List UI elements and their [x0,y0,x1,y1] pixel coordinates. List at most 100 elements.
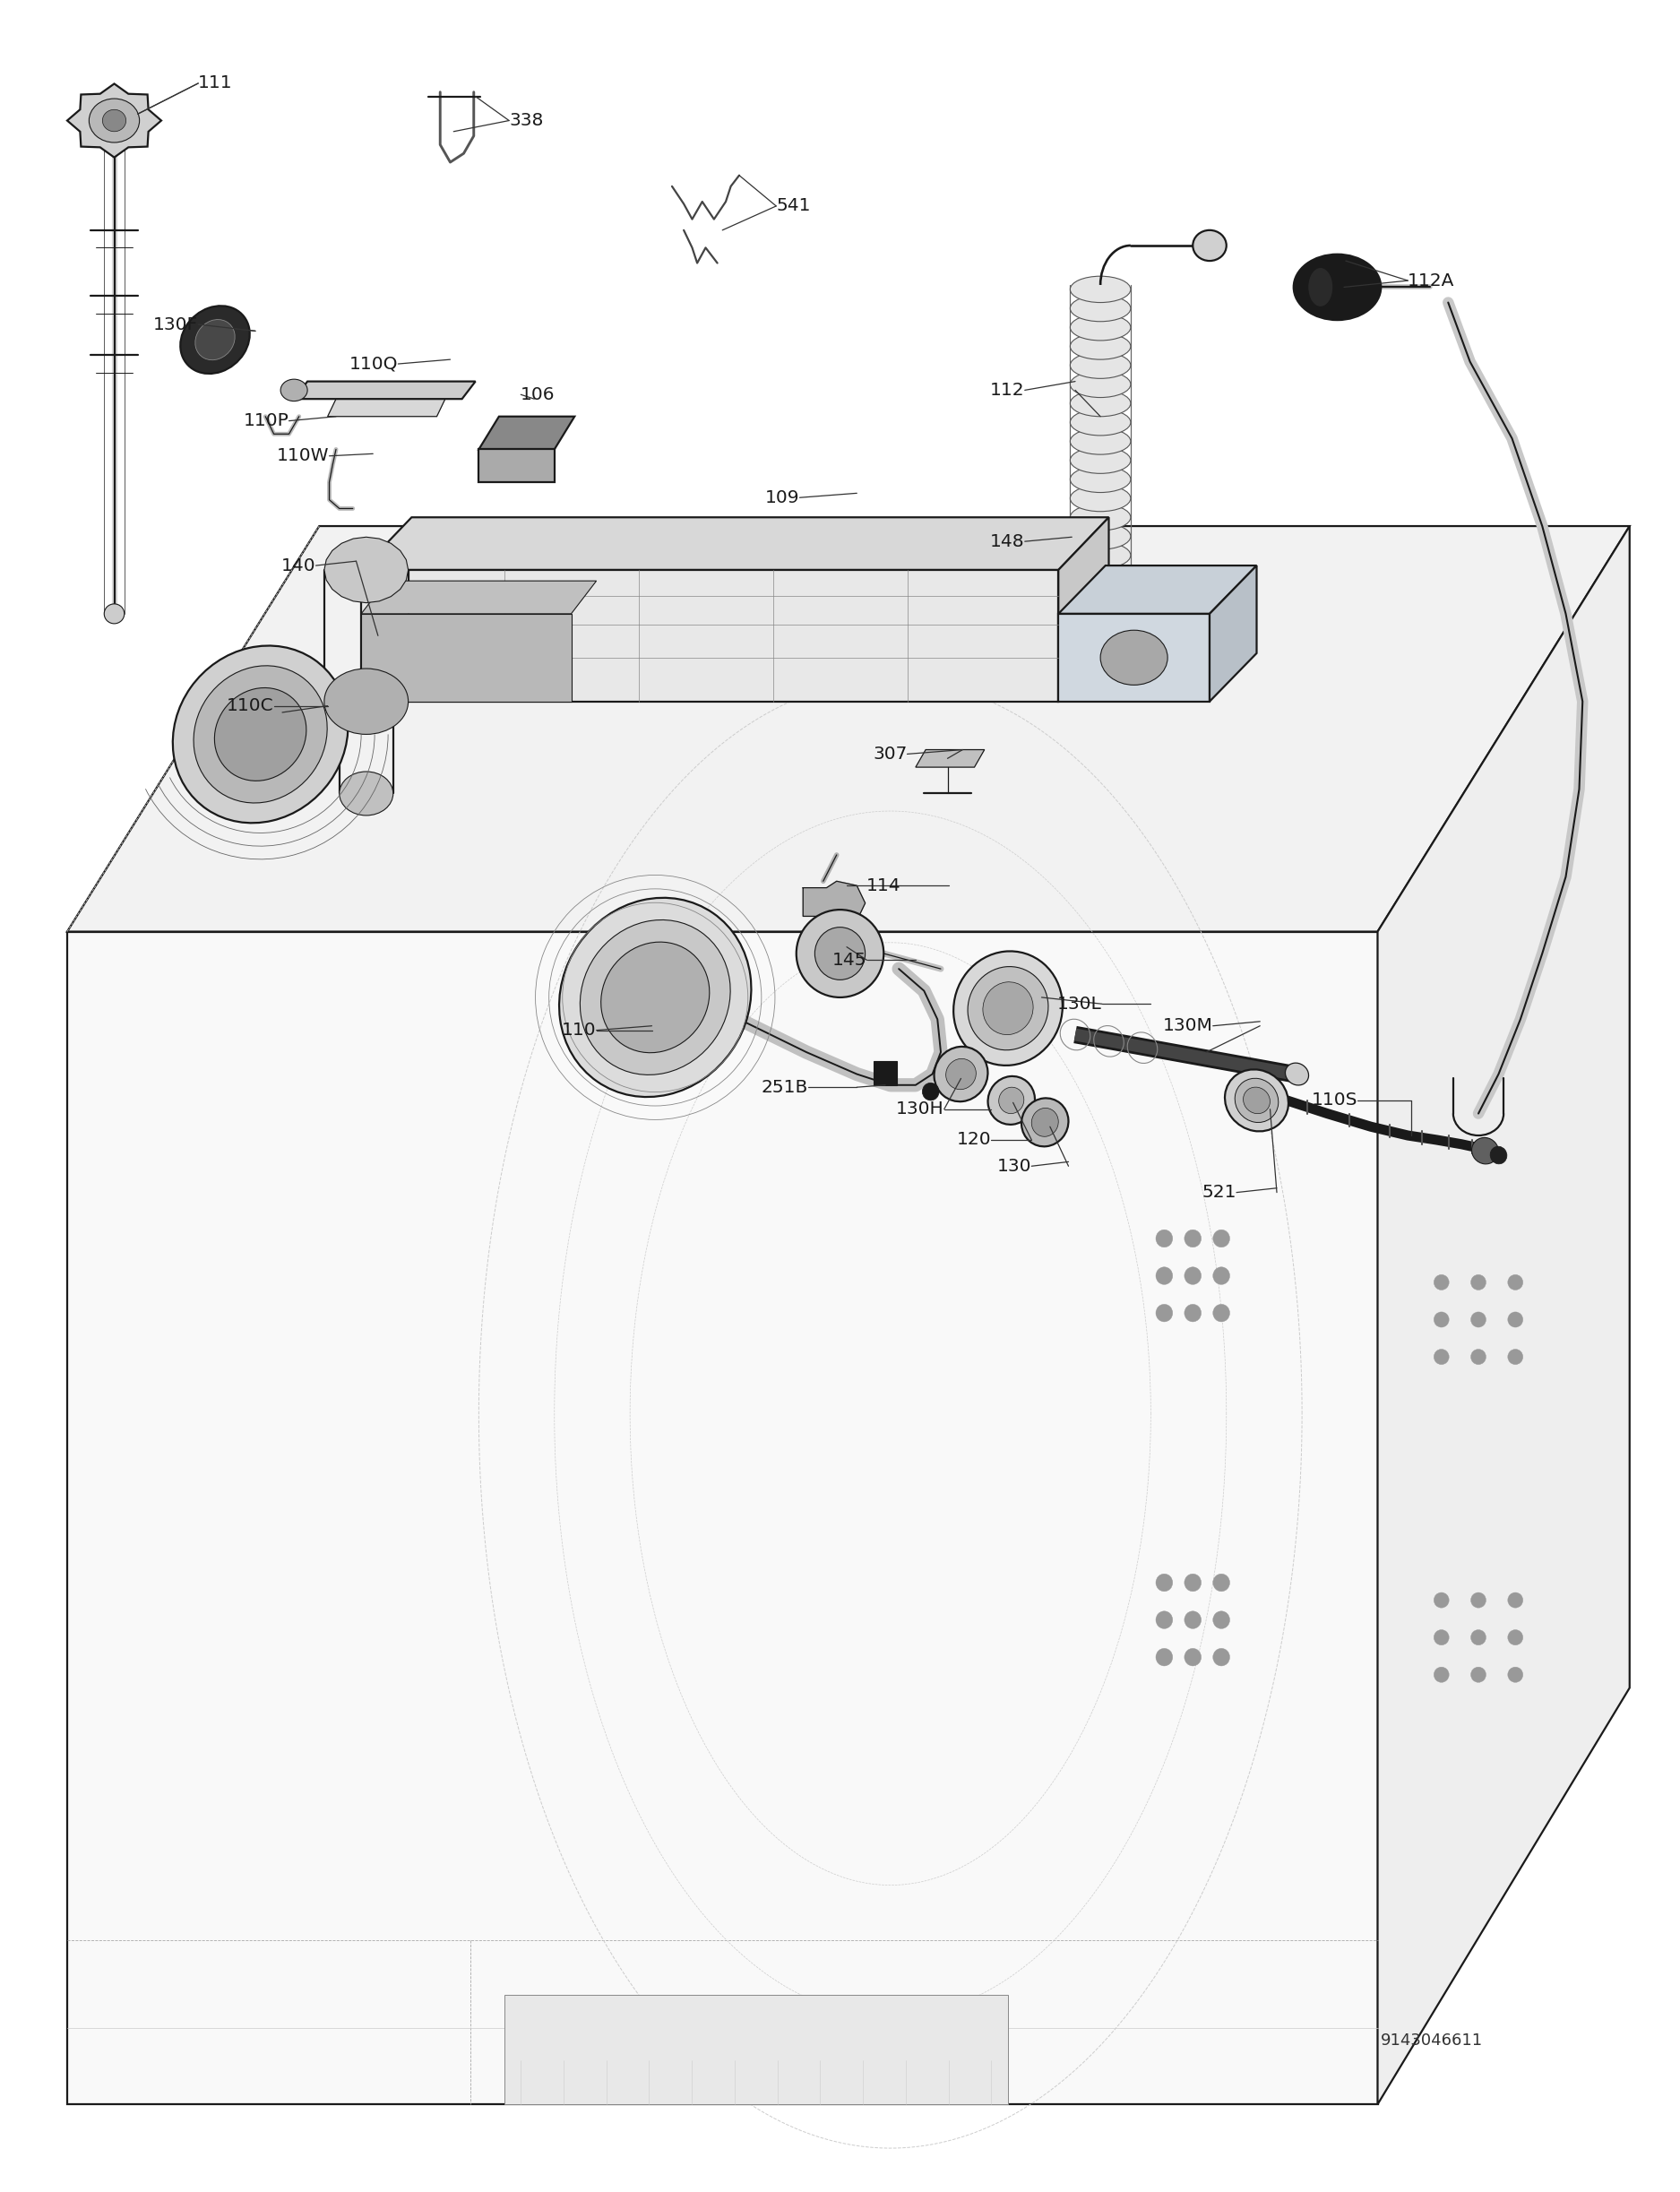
Ellipse shape [1472,1348,1487,1363]
Polygon shape [361,614,571,701]
Ellipse shape [1184,1267,1201,1285]
Ellipse shape [1070,296,1131,322]
Polygon shape [361,570,1058,701]
Ellipse shape [922,1083,939,1100]
Ellipse shape [1490,1146,1507,1164]
Ellipse shape [1184,1648,1201,1666]
Ellipse shape [1309,267,1334,307]
Ellipse shape [339,772,393,815]
Text: 111: 111 [198,75,234,92]
Ellipse shape [1156,1648,1173,1666]
Polygon shape [361,581,596,614]
Ellipse shape [89,99,139,142]
Polygon shape [67,526,1630,932]
Polygon shape [1378,526,1630,2104]
Ellipse shape [1070,467,1131,493]
Ellipse shape [1285,1063,1309,1085]
Ellipse shape [1435,1348,1448,1363]
Text: 9143046611: 9143046611 [1381,2032,1483,2050]
Polygon shape [874,1061,897,1085]
Ellipse shape [1070,561,1131,587]
Ellipse shape [1070,333,1131,359]
Ellipse shape [1213,1304,1230,1322]
Ellipse shape [1156,1230,1173,1247]
Ellipse shape [1472,1138,1499,1164]
Ellipse shape [1509,1631,1524,1644]
Ellipse shape [580,921,731,1074]
Ellipse shape [1294,254,1381,320]
Text: 110Q: 110Q [349,355,398,373]
Text: 112: 112 [990,381,1025,399]
Ellipse shape [104,603,124,625]
Ellipse shape [1000,1087,1023,1114]
Ellipse shape [1070,504,1131,530]
Ellipse shape [1435,1631,1448,1644]
Ellipse shape [1472,1631,1487,1644]
Ellipse shape [1100,631,1168,686]
Text: 130: 130 [996,1157,1032,1175]
Ellipse shape [1070,390,1131,416]
Text: 106: 106 [521,386,556,403]
Ellipse shape [1156,1611,1173,1629]
Ellipse shape [1435,1666,1448,1683]
Ellipse shape [1435,1591,1448,1609]
Ellipse shape [1509,1276,1524,1289]
Ellipse shape [796,910,884,997]
Ellipse shape [1472,1311,1487,1326]
Ellipse shape [1070,313,1131,340]
Polygon shape [1210,566,1257,701]
Text: 110S: 110S [1312,1092,1357,1109]
Text: 110: 110 [561,1021,596,1039]
Ellipse shape [102,110,126,132]
Ellipse shape [1070,541,1131,568]
Text: 114: 114 [865,877,900,894]
Ellipse shape [1472,1276,1487,1289]
Polygon shape [67,83,161,158]
Polygon shape [324,537,408,603]
Ellipse shape [1184,1304,1201,1322]
Text: 145: 145 [832,951,867,969]
Ellipse shape [1070,410,1131,436]
Ellipse shape [1213,1574,1230,1591]
Ellipse shape [1070,427,1131,454]
Ellipse shape [1213,1230,1230,1247]
Text: 148: 148 [990,533,1025,550]
Ellipse shape [1021,1098,1068,1146]
Ellipse shape [1235,1078,1278,1122]
Ellipse shape [815,927,865,980]
Ellipse shape [601,943,709,1052]
Ellipse shape [1156,1304,1173,1322]
Ellipse shape [324,669,408,734]
Text: 521: 521 [1201,1184,1236,1201]
Text: 130M: 130M [1163,1017,1213,1035]
Text: 130H: 130H [895,1100,944,1118]
Text: 307: 307 [874,745,907,763]
Text: 109: 109 [764,489,800,506]
Ellipse shape [173,647,348,822]
Ellipse shape [1070,370,1131,397]
Ellipse shape [968,967,1048,1050]
Ellipse shape [1509,1311,1524,1326]
Ellipse shape [1184,1574,1201,1591]
Ellipse shape [1213,1611,1230,1629]
Ellipse shape [1225,1070,1289,1131]
Ellipse shape [1156,1267,1173,1285]
Ellipse shape [1509,1591,1524,1609]
Polygon shape [294,381,475,399]
Ellipse shape [1243,1087,1270,1114]
Text: 251B: 251B [761,1078,808,1096]
Ellipse shape [1193,230,1226,261]
Ellipse shape [1070,353,1131,379]
Ellipse shape [559,899,751,1096]
Ellipse shape [1070,484,1131,511]
Ellipse shape [1213,1648,1230,1666]
Ellipse shape [1509,1666,1524,1683]
Ellipse shape [946,1059,976,1089]
Text: 112A: 112A [1408,272,1455,289]
Text: 130L: 130L [1057,995,1102,1013]
Text: 130F: 130F [153,316,198,333]
Text: 110P: 110P [244,412,289,430]
Polygon shape [916,750,984,767]
Polygon shape [504,1995,1008,2104]
Ellipse shape [954,951,1062,1065]
